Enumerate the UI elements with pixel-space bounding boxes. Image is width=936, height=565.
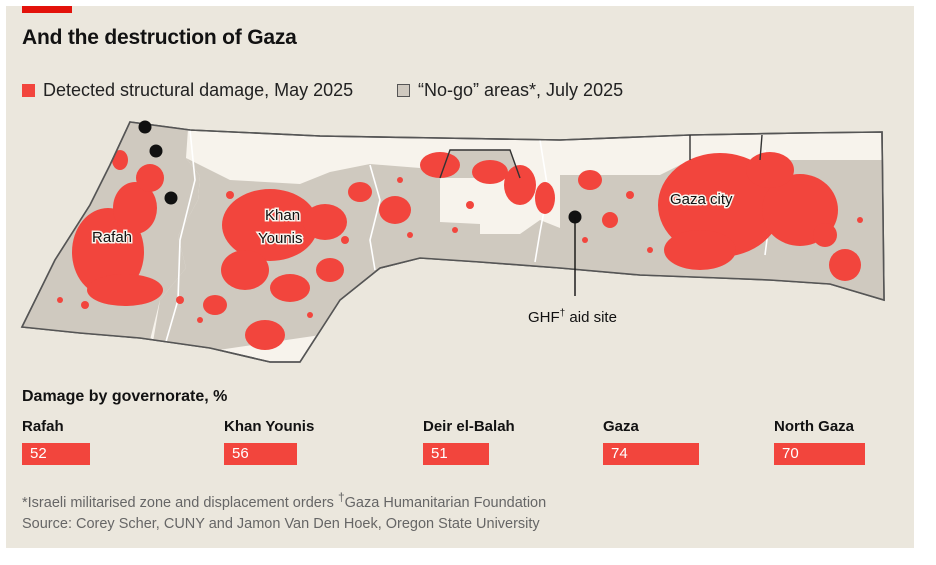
gov-deir-el-balah-bar: 51 <box>423 443 490 465</box>
gov-khan-younis-name: Khan Younis <box>224 418 315 435</box>
legend-damage-label: Detected structural damage, May 2025 <box>43 80 354 100</box>
ghf-aid-sites <box>138 120 582 296</box>
gov-gaza-bar: 74 <box>603 443 700 465</box>
ghf-aid-site-marker <box>164 191 178 205</box>
source-note: Source: Corey Scher, CUNY and Jamon Van … <box>22 516 540 532</box>
gov-deir-el-balah-name: Deir el-Balah <box>423 418 515 435</box>
legend-damage: Detected structural damage, May 2025 <box>22 80 353 101</box>
governorate-boundaries <box>439 134 763 179</box>
gov-gaza: Gaza 74 <box>603 418 700 465</box>
nogo-swatch <box>397 84 410 97</box>
damage-scatter <box>57 177 863 323</box>
gov-khan-younis: Khan Younis 56 <box>224 418 314 465</box>
label-younis: Younis <box>258 230 303 247</box>
label-khan: Khan <box>265 207 300 224</box>
gov-deir-el-balah: Deir el-Balah 51 <box>423 418 515 465</box>
footnote: *Israeli militarised zone and displaceme… <box>22 490 547 511</box>
label-rafah: Rafah <box>92 229 132 246</box>
gov-rafah: Rafah 52 <box>22 418 90 465</box>
brand-accent-bar <box>22 6 72 13</box>
chart-title: And the destruction of Gaza <box>22 26 297 49</box>
legend-nogo: “No-go” areas*, July 2025 <box>397 80 623 101</box>
legend-nogo-label: “No-go” areas*, July 2025 <box>418 80 624 100</box>
gov-rafah-name: Rafah <box>22 418 64 435</box>
ghf-aid-site-marker <box>149 144 163 158</box>
gov-north-gaza: North Gaza 70 <box>774 418 865 465</box>
ghf-aid-site-marker <box>138 120 152 134</box>
damage-swatch <box>22 84 35 97</box>
gov-north-gaza-bar: 70 <box>774 443 865 465</box>
governorate-chart-title: Damage by governorate, % <box>22 388 228 405</box>
gov-north-gaza-name: North Gaza <box>774 418 855 435</box>
gov-rafah-bar: 52 <box>22 443 90 465</box>
gov-khan-younis-bar: 56 <box>224 443 297 465</box>
gov-gaza-name: Gaza <box>603 418 639 435</box>
damage-areas <box>72 150 861 350</box>
label-gaza-city: Gaza city <box>670 191 733 208</box>
label-ghf-aid-site: GHF† aid site <box>528 308 617 326</box>
strip-border <box>20 121 885 363</box>
